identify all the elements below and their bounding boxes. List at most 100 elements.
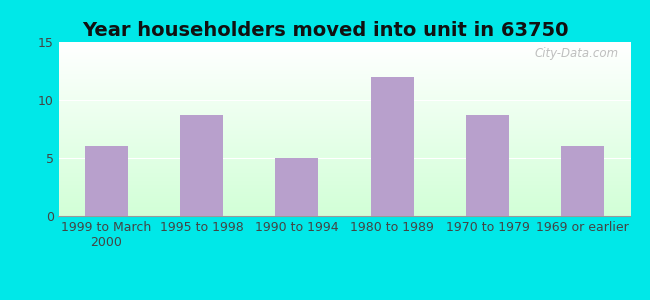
Bar bbox=[58, 141, 630, 142]
Bar bbox=[58, 78, 630, 79]
Bar bbox=[58, 170, 630, 171]
Bar bbox=[58, 80, 630, 81]
Bar bbox=[58, 183, 630, 184]
Bar bbox=[58, 193, 630, 194]
Bar bbox=[58, 182, 630, 183]
Bar bbox=[58, 180, 630, 181]
Bar bbox=[58, 190, 630, 191]
Bar bbox=[58, 207, 630, 208]
Bar bbox=[58, 62, 630, 63]
Bar bbox=[58, 104, 630, 105]
Bar bbox=[58, 46, 630, 47]
Bar bbox=[58, 53, 630, 54]
Bar bbox=[58, 159, 630, 160]
Bar bbox=[58, 134, 630, 135]
Bar bbox=[58, 110, 630, 111]
Bar bbox=[58, 69, 630, 70]
Bar bbox=[58, 199, 630, 200]
Bar bbox=[58, 215, 630, 216]
Bar bbox=[58, 210, 630, 211]
Bar bbox=[58, 126, 630, 127]
Bar bbox=[58, 65, 630, 66]
Bar bbox=[58, 97, 630, 98]
Bar bbox=[58, 148, 630, 149]
Bar bbox=[58, 63, 630, 64]
Bar bbox=[58, 145, 630, 146]
Bar bbox=[58, 79, 630, 80]
Bar bbox=[58, 120, 630, 121]
Bar bbox=[58, 58, 630, 59]
Bar bbox=[58, 214, 630, 215]
Bar bbox=[58, 124, 630, 125]
Text: City-Data.com: City-Data.com bbox=[535, 47, 619, 60]
Bar bbox=[58, 135, 630, 136]
Bar bbox=[58, 100, 630, 101]
Bar bbox=[58, 189, 630, 190]
Bar bbox=[58, 115, 630, 116]
Bar bbox=[58, 55, 630, 56]
Bar bbox=[58, 173, 630, 174]
Bar bbox=[58, 51, 630, 52]
Bar bbox=[58, 54, 630, 55]
Bar bbox=[58, 113, 630, 114]
Bar bbox=[58, 192, 630, 193]
Bar bbox=[58, 107, 630, 108]
Bar bbox=[58, 161, 630, 162]
Bar bbox=[58, 156, 630, 157]
Bar bbox=[58, 158, 630, 159]
Bar bbox=[58, 81, 630, 82]
Bar bbox=[58, 163, 630, 164]
Bar bbox=[58, 203, 630, 204]
Bar bbox=[58, 213, 630, 214]
Bar bbox=[84, 146, 127, 216]
Bar bbox=[58, 169, 630, 170]
Bar bbox=[58, 179, 630, 180]
Bar bbox=[58, 119, 630, 120]
Bar bbox=[58, 47, 630, 48]
Bar bbox=[58, 56, 630, 57]
Bar bbox=[58, 147, 630, 148]
Bar bbox=[58, 208, 630, 209]
Bar bbox=[58, 77, 630, 78]
Bar bbox=[58, 85, 630, 86]
Bar bbox=[58, 57, 630, 58]
Bar bbox=[58, 202, 630, 203]
Bar bbox=[58, 82, 630, 83]
Bar bbox=[58, 93, 630, 94]
Bar bbox=[58, 133, 630, 134]
Bar bbox=[58, 111, 630, 112]
Bar bbox=[58, 94, 630, 95]
Bar bbox=[58, 155, 630, 156]
Bar bbox=[58, 76, 630, 77]
Bar bbox=[58, 194, 630, 195]
Bar bbox=[58, 84, 630, 85]
Bar bbox=[58, 153, 630, 154]
Bar bbox=[276, 158, 318, 216]
Bar bbox=[58, 89, 630, 90]
Bar bbox=[58, 149, 630, 150]
Bar bbox=[58, 48, 630, 49]
Bar bbox=[58, 112, 630, 113]
Bar bbox=[58, 87, 630, 88]
Bar bbox=[58, 73, 630, 74]
Bar bbox=[58, 118, 630, 119]
Bar bbox=[58, 117, 630, 118]
Bar bbox=[58, 121, 630, 122]
Bar bbox=[58, 146, 630, 147]
Bar bbox=[58, 198, 630, 199]
Bar bbox=[180, 115, 223, 216]
Bar bbox=[58, 90, 630, 91]
Bar bbox=[58, 137, 630, 138]
Bar bbox=[58, 92, 630, 93]
Bar bbox=[58, 181, 630, 182]
Bar bbox=[58, 197, 630, 198]
Bar bbox=[58, 52, 630, 53]
Bar bbox=[58, 142, 630, 143]
Bar bbox=[58, 132, 630, 133]
Bar bbox=[58, 160, 630, 161]
Bar bbox=[58, 131, 630, 132]
Bar bbox=[58, 130, 630, 131]
Bar bbox=[58, 162, 630, 163]
Bar bbox=[58, 195, 630, 196]
Bar bbox=[58, 139, 630, 140]
